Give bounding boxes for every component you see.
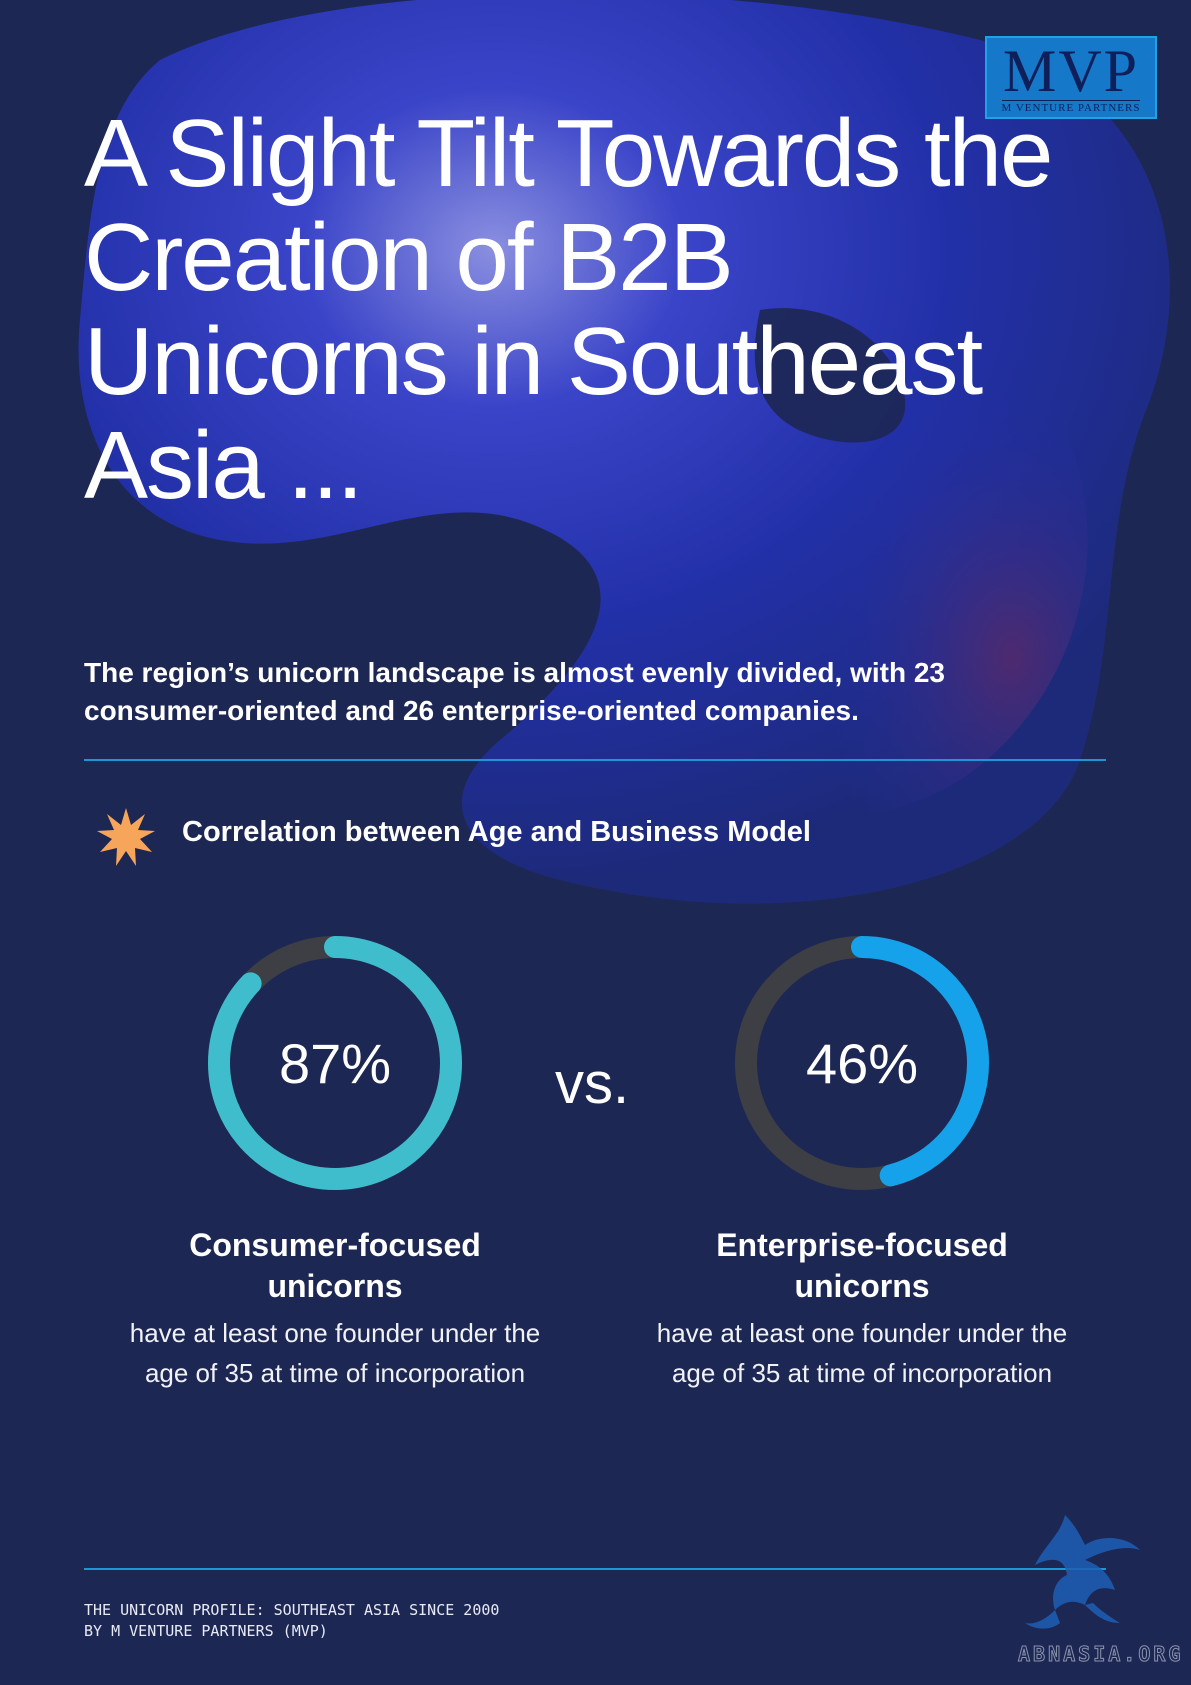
enterprise-heading: Enterprise-focused unicorns bbox=[716, 1227, 1008, 1304]
page-title: A Slight Tilt Towards the Creation of B2… bbox=[84, 100, 1053, 519]
mvp-logo: MVP M VENTURE PARTNERS bbox=[985, 36, 1157, 119]
section-title: Correlation between Age and Business Mod… bbox=[182, 816, 811, 848]
bottom-divider bbox=[84, 1568, 1106, 1570]
consumer-donut bbox=[208, 936, 462, 1190]
burst-icon bbox=[97, 808, 155, 866]
footer-line-1: THE UNICORN PROFILE: SOUTHEAST ASIA SINC… bbox=[84, 1601, 500, 1619]
enterprise-percent-label: 46% bbox=[805, 1031, 919, 1095]
footer-line-2: BY M VENTURE PARTNERS (MVP) bbox=[84, 1622, 328, 1640]
logo-text: MVP bbox=[1002, 37, 1140, 104]
consumer-heading: Consumer-focused unicorns bbox=[189, 1227, 481, 1304]
consumer-description: have at least one founder under the age … bbox=[129, 1318, 541, 1388]
page-subtitle: The region’s unicorn landscape is almost… bbox=[84, 657, 945, 726]
enterprise-donut-arc bbox=[735, 936, 989, 1190]
watermark: ABNASIA.ORG bbox=[1017, 1642, 1184, 1667]
consumer-caption: Consumer-focused unicorns have at least … bbox=[125, 1225, 545, 1393]
consumer-percent-label: 87% bbox=[278, 1031, 392, 1095]
footer-credit: THE UNICORN PROFILE: SOUTHEAST ASIA SINC… bbox=[84, 1600, 499, 1642]
enterprise-donut bbox=[735, 936, 989, 1190]
top-divider bbox=[84, 759, 1106, 761]
vs-label: vs. bbox=[555, 1051, 630, 1116]
consumer-donut-arc bbox=[208, 936, 462, 1190]
enterprise-description: have at least one founder under the age … bbox=[656, 1318, 1068, 1388]
griffin-icon bbox=[1025, 1515, 1140, 1629]
enterprise-caption: Enterprise-focused unicorns have at leas… bbox=[652, 1225, 1072, 1393]
logo-subtext: M VENTURE PARTNERS bbox=[1001, 99, 1141, 114]
